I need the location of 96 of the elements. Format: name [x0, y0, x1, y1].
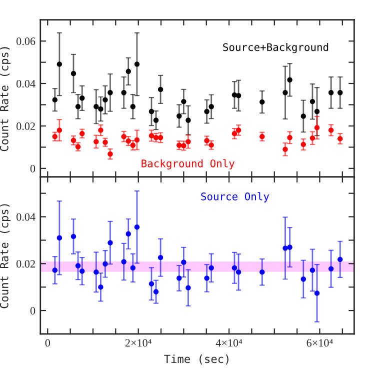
point: [80, 268, 85, 274]
y-axis-title: Count Rate (cps): [0, 204, 11, 308]
point: [300, 142, 306, 148]
point: [181, 260, 186, 265]
point: [130, 265, 136, 270]
point: [148, 281, 154, 286]
point: [310, 135, 316, 141]
point: [310, 98, 316, 104]
point: [158, 135, 164, 140]
point: [70, 234, 76, 240]
point: [80, 96, 85, 101]
point: [328, 128, 334, 133]
point: [338, 136, 343, 142]
point: [310, 268, 316, 273]
x-tick-label: 6×10⁴: [306, 339, 333, 347]
point: [153, 289, 159, 294]
point: [186, 285, 191, 290]
point: [126, 68, 131, 74]
point: [98, 284, 104, 290]
point: [328, 90, 334, 96]
point: [108, 151, 113, 157]
point: [236, 269, 242, 275]
point: [102, 261, 108, 266]
point: [56, 128, 62, 133]
point: [134, 224, 140, 230]
point: [148, 133, 154, 138]
point: [204, 108, 210, 114]
point: [181, 98, 186, 104]
point: [121, 90, 126, 96]
point: [102, 97, 108, 102]
point: [314, 108, 320, 114]
point: [236, 93, 242, 98]
point: [153, 118, 159, 123]
point: [338, 90, 343, 96]
x-axis-title: Time (sec): [164, 354, 228, 364]
x-tick-label: 0: [45, 339, 50, 347]
point: [98, 106, 104, 112]
point: [108, 90, 113, 96]
point: [75, 263, 81, 268]
y-tick-label: 0.02: [16, 260, 35, 268]
point: [186, 118, 191, 123]
point: [204, 276, 210, 281]
point: [158, 254, 164, 260]
point: [121, 259, 126, 264]
point: [287, 77, 292, 82]
point: [232, 265, 238, 270]
point: [130, 104, 136, 110]
point: [70, 70, 76, 76]
y-tick-label: 0: [30, 307, 36, 314]
point: [134, 137, 140, 143]
point: [208, 104, 214, 110]
point: [282, 90, 288, 96]
point: [260, 269, 265, 275]
point: [126, 231, 131, 236]
y-tick-label: 0: [30, 164, 36, 172]
point: [328, 266, 334, 272]
x-tick-label: 2×10⁴: [125, 339, 152, 347]
point: [98, 128, 104, 133]
y-axis-title: Count Rate (cps): [0, 47, 11, 152]
point: [287, 135, 292, 140]
y-tick-label: 0.04: [16, 213, 36, 221]
point: [338, 256, 343, 262]
point: [300, 114, 306, 119]
point: [121, 134, 126, 140]
text: Source Only: [201, 192, 270, 202]
point: [134, 62, 140, 67]
point: [52, 268, 58, 273]
x-tick-label: 4×10⁴: [216, 339, 242, 347]
y-tick-label: 0.04: [16, 80, 36, 88]
point: [56, 235, 62, 240]
point: [300, 276, 306, 282]
point: [94, 269, 99, 275]
point: [52, 97, 58, 102]
point: [108, 240, 113, 246]
point: [176, 276, 182, 281]
point: [282, 146, 288, 152]
point: [287, 244, 292, 250]
point: [94, 139, 99, 144]
point: [236, 128, 242, 133]
point: [232, 131, 238, 136]
point: [148, 108, 154, 114]
point: [176, 113, 182, 119]
series-label: Background Only: [142, 159, 234, 170]
point: [94, 104, 99, 110]
point: [314, 125, 320, 130]
y-tick-label: 0.02: [16, 122, 35, 130]
point: [208, 265, 214, 270]
point: [314, 290, 320, 296]
point: [158, 86, 164, 92]
point: [75, 104, 81, 110]
point: [260, 99, 265, 105]
point: [282, 246, 288, 251]
point: [56, 62, 62, 67]
point: [186, 139, 191, 144]
text: Source+Background: [223, 43, 328, 54]
y-tick-label: 0.06: [16, 38, 36, 46]
